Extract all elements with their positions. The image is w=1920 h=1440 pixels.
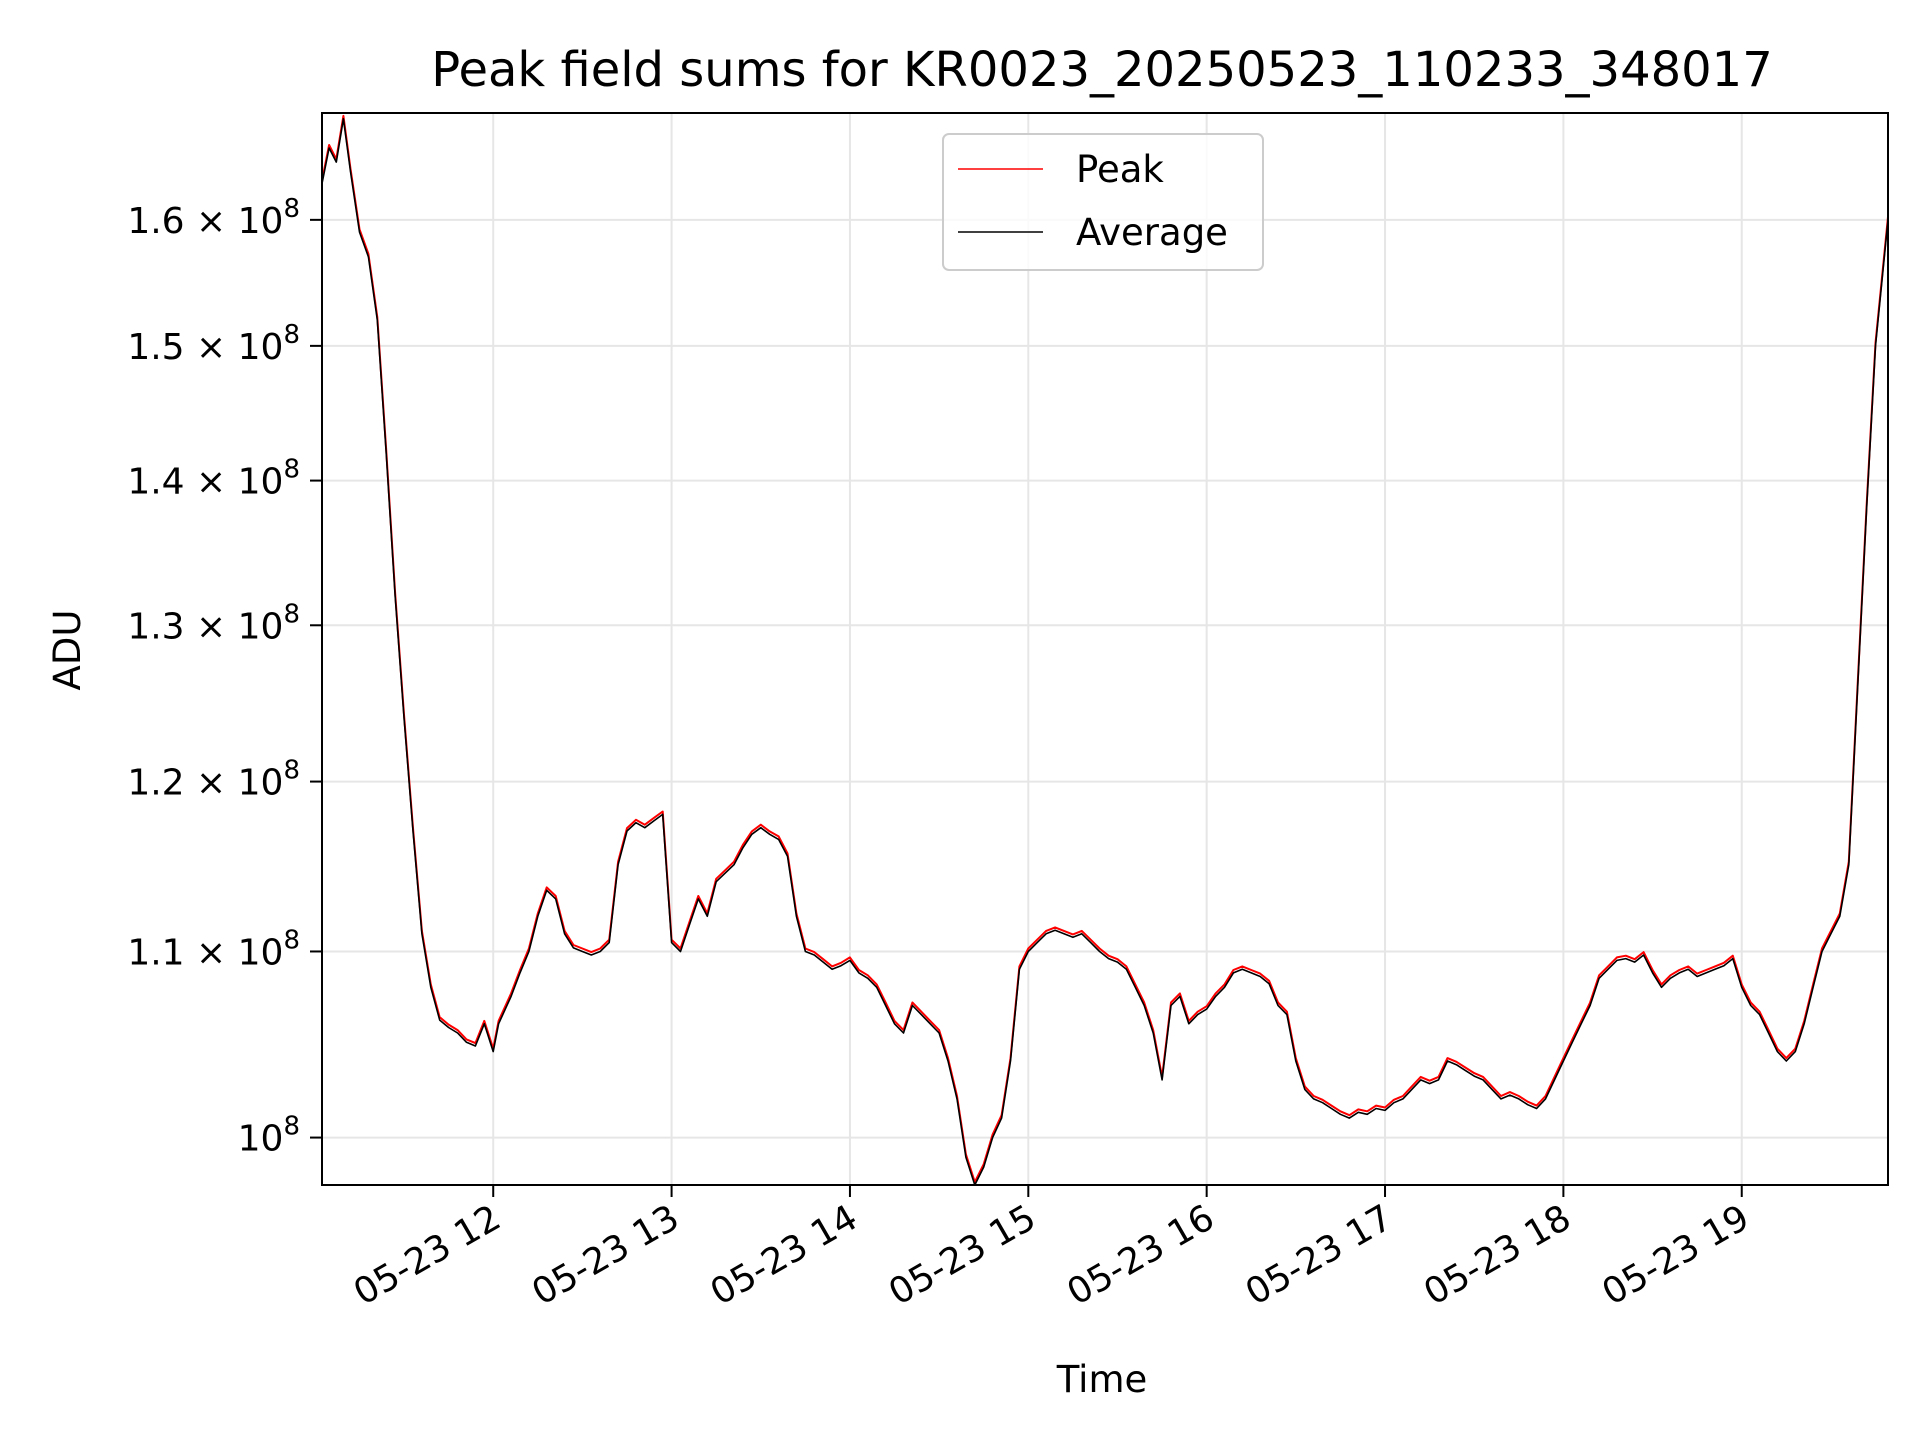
y-tick-label: 1.4 × 108 — [127, 455, 300, 503]
y-tick-label: 1.6 × 108 — [127, 194, 300, 242]
y-tick-label: 108 — [238, 1112, 300, 1160]
x-tick-label: 05-23 14 — [704, 1197, 865, 1313]
y-axis-ticks: 108 1.1 × 108 1.2 × 108 1.3 × 108 1.4 × 108 1… — [127, 194, 322, 1160]
chart-title: Peak field sums for KR0023_20250523_1102… — [431, 42, 1773, 98]
series-layer — [321, 114, 1889, 1186]
x-tick-label: 05-23 16 — [1060, 1197, 1221, 1313]
y-tick-label: 1.5 × 108 — [127, 320, 300, 368]
legend: Peak Average — [942, 133, 1264, 271]
x-tick-label: 05-23 13 — [525, 1197, 686, 1313]
legend-box — [942, 133, 1264, 271]
y-tick-label: 1.2 × 108 — [127, 756, 300, 804]
y-axis-label: ADU — [46, 610, 89, 691]
y-tick-label: 1.3 × 108 — [127, 599, 300, 647]
x-tick-label: 05-23 19 — [1596, 1197, 1757, 1313]
legend-average-label: Average — [1076, 211, 1228, 254]
grid — [322, 113, 1888, 1185]
plot-frame — [321, 112, 1889, 1186]
x-tick-label: 05-23 15 — [882, 1197, 1043, 1313]
x-tick-label: 05-23 12 — [347, 1197, 508, 1313]
series-peak-line — [321, 114, 1889, 1184]
x-tick-label: 05-23 18 — [1417, 1197, 1578, 1313]
legend-peak-label: Peak — [1076, 148, 1164, 191]
x-axis-label: Time — [1056, 1358, 1148, 1401]
x-tick-label: 05-23 17 — [1239, 1197, 1400, 1313]
x-axis-ticks: 05-23 12 05-23 13 05-23 14 05-23 15 05-23 16… — [347, 1185, 1756, 1314]
series-average-line — [321, 118, 1889, 1186]
y-tick-label: 1.1 × 108 — [127, 925, 300, 973]
